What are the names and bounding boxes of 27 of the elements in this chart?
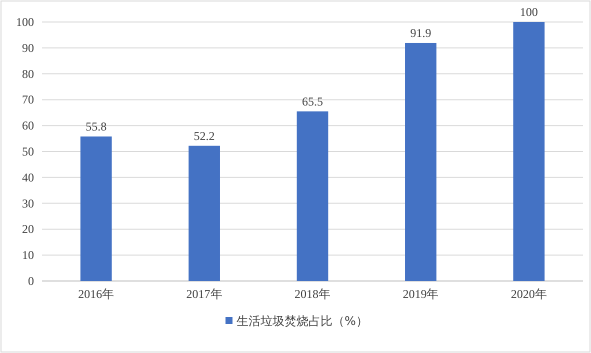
y-tick-label: 20 <box>22 222 34 236</box>
y-tick-label: 30 <box>22 196 34 210</box>
bar <box>80 136 112 281</box>
data-label: 100 <box>520 5 538 19</box>
x-tick-label: 2017年 <box>186 287 222 301</box>
bar <box>405 42 436 281</box>
data-label: 91.9 <box>410 26 432 40</box>
x-tick-label: 2018年 <box>294 287 330 301</box>
x-tick-label: 2020年 <box>510 287 547 301</box>
bar <box>188 146 220 281</box>
y-tick-label: 70 <box>22 92 34 107</box>
y-tick-label: 100 <box>16 15 34 29</box>
x-tick-label: 2016年 <box>78 287 114 301</box>
bar <box>513 22 545 281</box>
y-tick-label: 40 <box>22 170 34 184</box>
data-label: 65.5 <box>302 94 323 108</box>
y-tick-label: 10 <box>22 248 34 262</box>
y-tick-label: 90 <box>22 40 34 55</box>
y-tick-label: 0 <box>28 274 34 288</box>
bar <box>296 111 328 281</box>
y-tick-label: 80 <box>22 66 34 81</box>
legend: 生活垃圾焚烧占比（%） <box>226 314 368 328</box>
y-tick-label: 60 <box>22 118 34 133</box>
data-label: 52.2 <box>194 128 215 143</box>
x-tick-label: 2019年 <box>402 287 439 301</box>
y-tick-label: 50 <box>22 144 34 158</box>
data-label: 55.8 <box>86 119 107 134</box>
